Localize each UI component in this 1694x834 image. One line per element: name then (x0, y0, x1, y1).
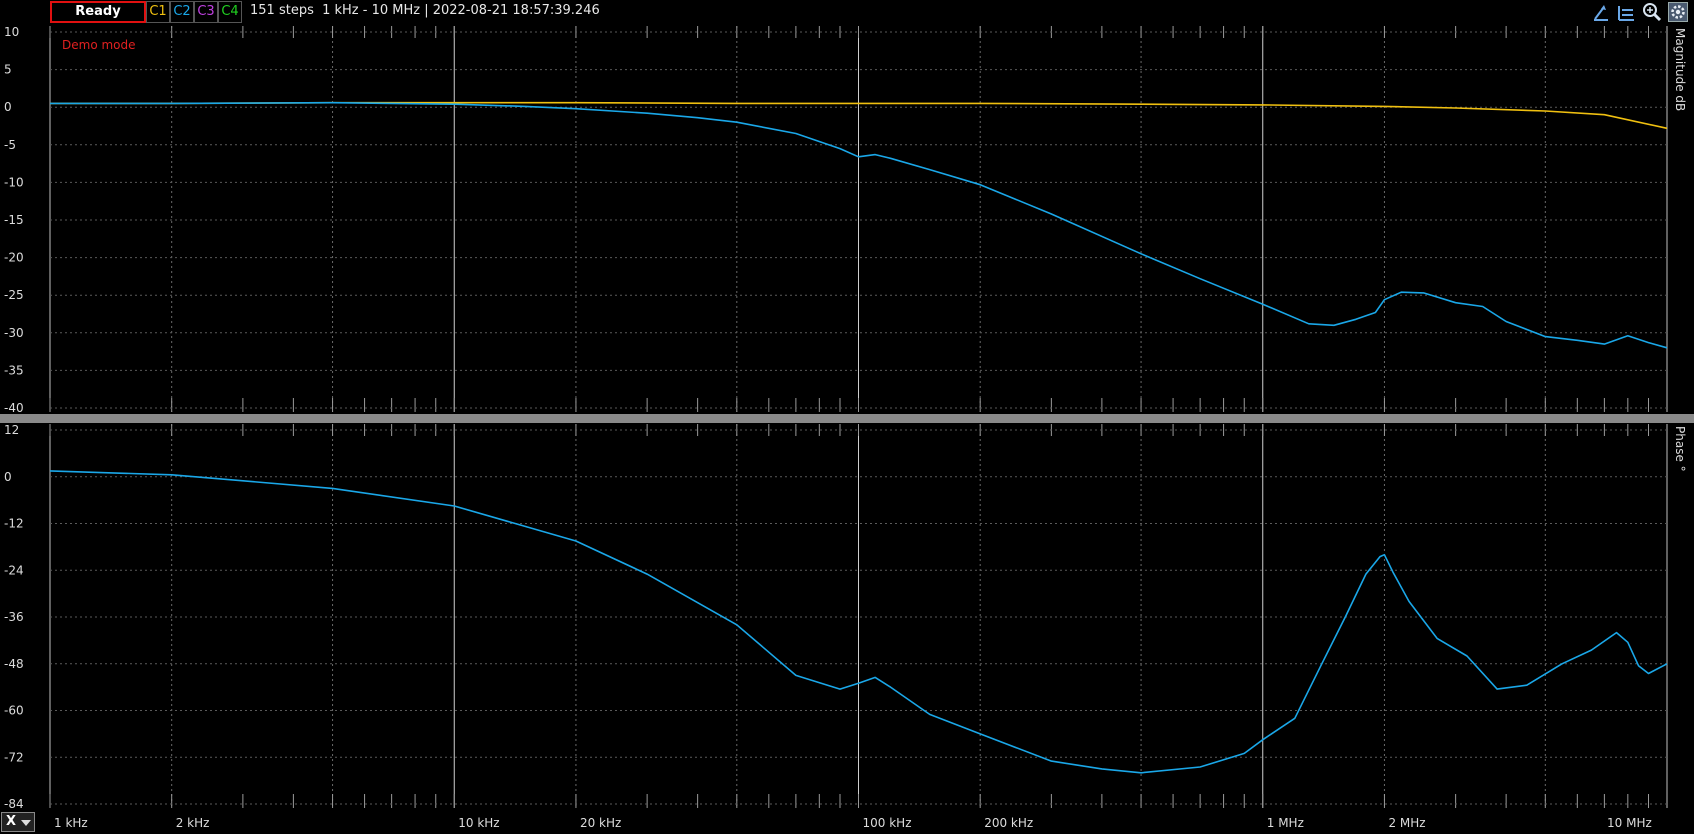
demo-mode-label: Demo mode (62, 38, 136, 52)
y-tick-label: -25 (4, 288, 24, 302)
y-tick-label: -24 (4, 563, 24, 577)
toolbar: Ready C1 C2 C3 C4 151 steps 1 kHz - 10 M… (0, 0, 1694, 24)
settings-icon[interactable] (1668, 2, 1688, 22)
x-tick-label: 2 kHz (176, 816, 210, 830)
chevron-down-icon (21, 820, 31, 826)
channel-c3-toggle[interactable]: C3 (194, 1, 218, 23)
y-tick-label: -10 (4, 175, 24, 189)
x-tick-label: 20 kHz (580, 816, 621, 830)
x-tick-label: 10 kHz (458, 816, 499, 830)
y-tick-label: -40 (4, 401, 24, 415)
y-tick-label: -35 (4, 363, 24, 377)
magnitude-axis-label: Magnitude dB (1673, 28, 1687, 111)
trace-line-2 (50, 101, 1668, 349)
channel-c4-toggle[interactable]: C4 (218, 1, 242, 23)
y-tick-label: -48 (4, 657, 24, 671)
phase-axis-label: Phase ° (1673, 426, 1687, 472)
status-indicator[interactable]: Ready (50, 1, 146, 23)
y-tick-label: -36 (4, 610, 24, 624)
y-tick-label: 5 (4, 63, 12, 77)
y-tick-label: -12 (4, 517, 24, 531)
x-tick-label: 2 MHz (1388, 816, 1425, 830)
y-tick-label: -60 (4, 704, 24, 718)
y-tick-label: -30 (4, 326, 24, 340)
y-tick-label: 10 (4, 25, 19, 39)
y-tick-label: -20 (4, 251, 24, 265)
zoom-icon[interactable] (1642, 2, 1662, 22)
x-axis-selector[interactable]: X (1, 812, 35, 832)
horizontal-cursor-icon[interactable] (1616, 2, 1636, 22)
x-tick-label: 10 MHz (1607, 816, 1652, 830)
panel-splitter[interactable] (0, 414, 1694, 423)
sweep-info: 151 steps 1 kHz - 10 MHz | 2022-08-21 18… (250, 3, 600, 18)
y-tick-label: -84 (4, 797, 24, 811)
y-tick-label: 0 (4, 100, 12, 114)
y-tick-label: -5 (4, 138, 16, 152)
y-tick-label: 0 (4, 470, 12, 484)
x-tick-label: 200 kHz (984, 816, 1033, 830)
x-tick-label: 1 MHz (1267, 816, 1304, 830)
x-tick-label: 100 kHz (863, 816, 912, 830)
trace-line-1 (49, 470, 1668, 774)
y-tick-label: -72 (4, 750, 24, 764)
x-axis-selector-value: X (6, 814, 17, 829)
y-tick-label: 12 (4, 423, 19, 437)
cursor-marker-icon[interactable] (1590, 2, 1610, 22)
channel-c1-toggle[interactable]: C1 (146, 1, 170, 23)
y-tick-label: -15 (4, 213, 24, 227)
channel-c2-toggle[interactable]: C2 (170, 1, 194, 23)
x-tick-label: 1 kHz (54, 816, 88, 830)
